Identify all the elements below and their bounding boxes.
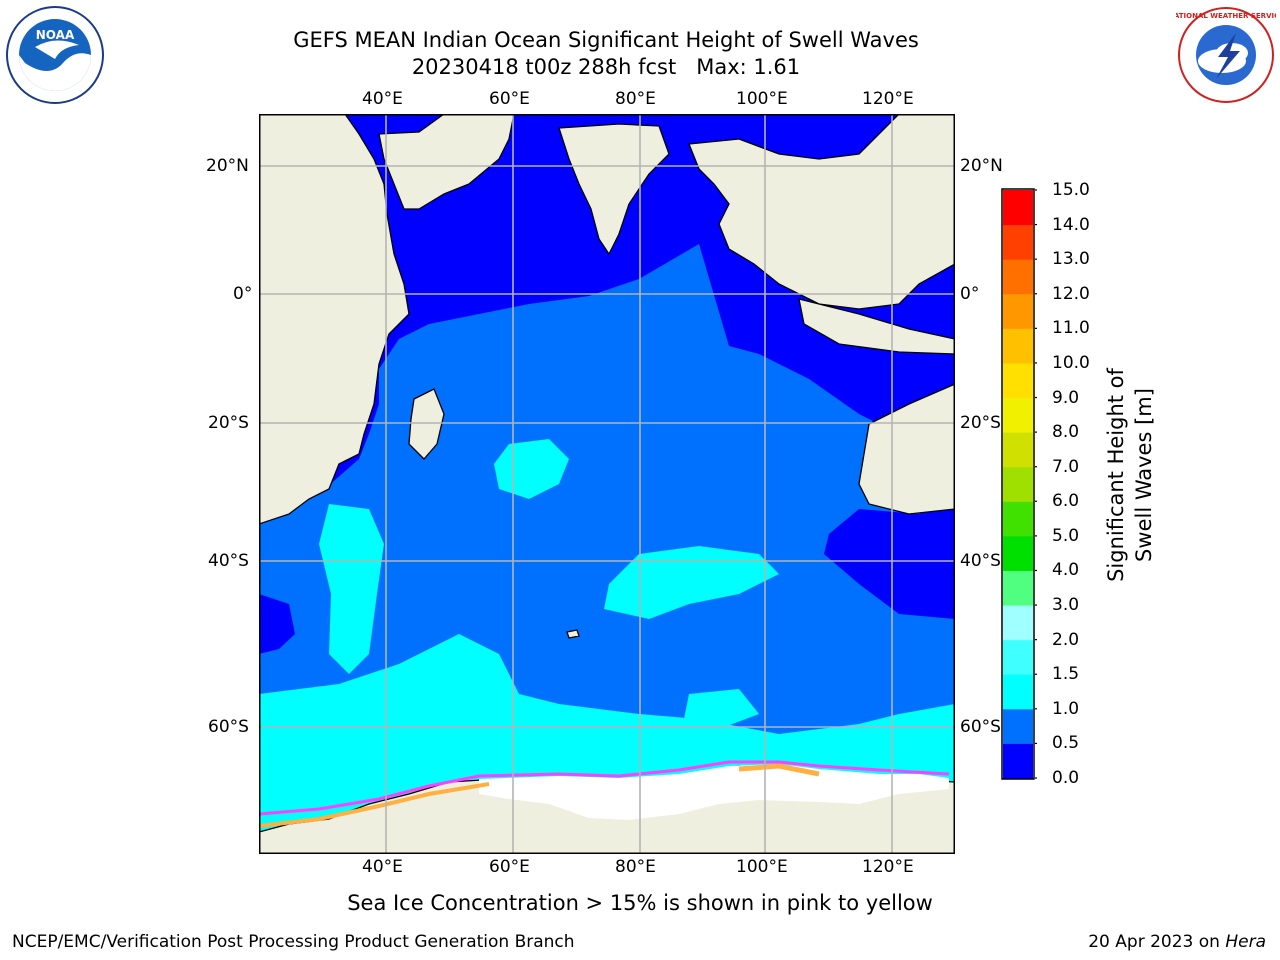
left-lat-label: 60°S <box>208 717 249 737</box>
colorbar-tick-label: 8.0 <box>1052 422 1080 443</box>
colorbar-tick-label: 9.0 <box>1052 387 1080 408</box>
colorbar-bin <box>1003 501 1033 537</box>
colorbar-bin <box>1003 605 1033 641</box>
indonesia-islands <box>798 298 955 355</box>
colorbar-tick-label: 11.0 <box>1052 318 1090 339</box>
colorbar-bin <box>1003 432 1033 468</box>
colorbar-bin <box>1003 639 1033 675</box>
left-lat-label: 0° <box>233 284 253 304</box>
noaa-logo: NOAA <box>6 6 104 104</box>
africa <box>259 114 410 525</box>
top-lon-label: 120°E <box>862 89 914 109</box>
colorbar-tick-label: 12.0 <box>1052 283 1090 304</box>
bottom-lon-label: 40°E <box>362 857 403 877</box>
footer-date: 20 Apr 2023 on Hera <box>1088 932 1266 952</box>
right-lat-label: 60°S <box>960 717 1001 737</box>
colorbar-bin <box>1003 293 1033 329</box>
colorbar-tick-label: 13.0 <box>1052 249 1090 270</box>
swell-field-low-southwest <box>259 594 295 654</box>
graticule <box>259 114 955 854</box>
sea-ice-white <box>479 764 949 820</box>
colorbar-bin <box>1003 259 1033 295</box>
colorbar-bin <box>1003 190 1033 226</box>
map-subtitle: 20230418 t00z 288h fcst Max: 1.61 <box>411 55 801 79</box>
colorbar-tick-label: 0.0 <box>1052 768 1080 788</box>
right-lat-label: 0° <box>960 284 980 304</box>
colorbar-label: Significant Height of Swell Waves [m] <box>1104 368 1156 582</box>
sea-ice <box>259 760 950 828</box>
arabia <box>378 114 515 210</box>
colorbar-tick-label: 15.0 <box>1052 180 1090 200</box>
colorbar-tick-label: 1.5 <box>1052 664 1080 685</box>
bottom-lon-label: 120°E <box>862 857 914 877</box>
colorbar-bin <box>1003 708 1033 744</box>
sea-ice-caption: Sea Ice Concentration > 15% is shown in … <box>347 891 933 915</box>
kerguelen <box>566 629 580 639</box>
colorbar-bin <box>1003 397 1033 433</box>
swell-field-low-east <box>824 494 955 619</box>
sea-ice-thick <box>259 782 490 828</box>
map-frame <box>259 114 955 854</box>
top-lon-label: 80°E <box>615 89 656 109</box>
colorbar-tick-label: 10.0 <box>1052 352 1090 373</box>
right-lat-label: 20°S <box>960 413 1001 433</box>
colorbar-tick-label: 3.0 <box>1052 595 1080 616</box>
colorbar-tick-label: 0.5 <box>1052 733 1080 754</box>
colorbar-tick-label: 14.0 <box>1052 214 1090 235</box>
footer-date-text: 20 Apr 2023 on <box>1088 932 1226 952</box>
left-lat-label: 20°N <box>206 156 249 176</box>
colorbar-bin <box>1003 570 1033 606</box>
australia <box>858 383 955 515</box>
map-title: GEFS MEAN Indian Ocean Significant Heigh… <box>293 28 919 52</box>
footer-credit: NCEP/EMC/Verification Post Processing Pr… <box>12 932 575 952</box>
colorbar-tick-label: 6.0 <box>1052 491 1080 512</box>
footer-machine: Hera <box>1225 932 1266 952</box>
colorbar-bin <box>1003 743 1033 779</box>
colorbar-tick-label: 1.0 <box>1052 698 1080 719</box>
left-lat-label: 20°S <box>208 413 249 433</box>
colorbar-bin <box>1003 328 1033 364</box>
nws-logo: NATIONAL WEATHER SERVICE <box>1176 7 1276 103</box>
colorbar-bin <box>1003 535 1033 571</box>
colorbar <box>1001 188 1037 780</box>
nws-logo-text: NATIONAL WEATHER SERVICE <box>1176 12 1276 20</box>
colorbar-tick-label: 4.0 <box>1052 560 1080 581</box>
left-lat-label: 40°S <box>208 551 249 571</box>
india <box>558 123 670 256</box>
bottom-lon-label: 80°E <box>615 857 656 877</box>
bottom-lon-label: 60°E <box>489 857 530 877</box>
sea-ice-thick <box>738 763 820 777</box>
noaa-logo-text: NOAA <box>36 28 75 42</box>
right-lat-label: 20°N <box>960 156 1003 176</box>
swell-field-1-0-1-5-patch <box>319 504 384 674</box>
sea-ice-edge <box>259 760 950 816</box>
colorbar-bin <box>1003 674 1033 710</box>
colorbar-bin <box>1003 224 1033 260</box>
bottom-lon-label: 100°E <box>736 857 788 877</box>
top-lon-label: 100°E <box>736 89 788 109</box>
southeast-asia <box>688 114 955 310</box>
land <box>259 114 955 854</box>
colorbar-tick-label: 7.0 <box>1052 456 1080 477</box>
right-lat-label: 40°S <box>960 551 1001 571</box>
colorbar-tick-label: 5.0 <box>1052 525 1080 546</box>
swell-field-1-0-1-5-patch <box>684 689 759 729</box>
swell-height-map <box>259 114 955 854</box>
top-lon-label: 60°E <box>489 89 530 109</box>
colorbar-tick-label: 2.0 <box>1052 629 1080 650</box>
swell-field-1-0-1-5-patch <box>604 546 779 619</box>
top-lon-label: 40°E <box>362 89 403 109</box>
colorbar-bin <box>1003 466 1033 502</box>
colorbar-frame <box>1001 188 1035 780</box>
colorbar-bin <box>1003 362 1033 399</box>
